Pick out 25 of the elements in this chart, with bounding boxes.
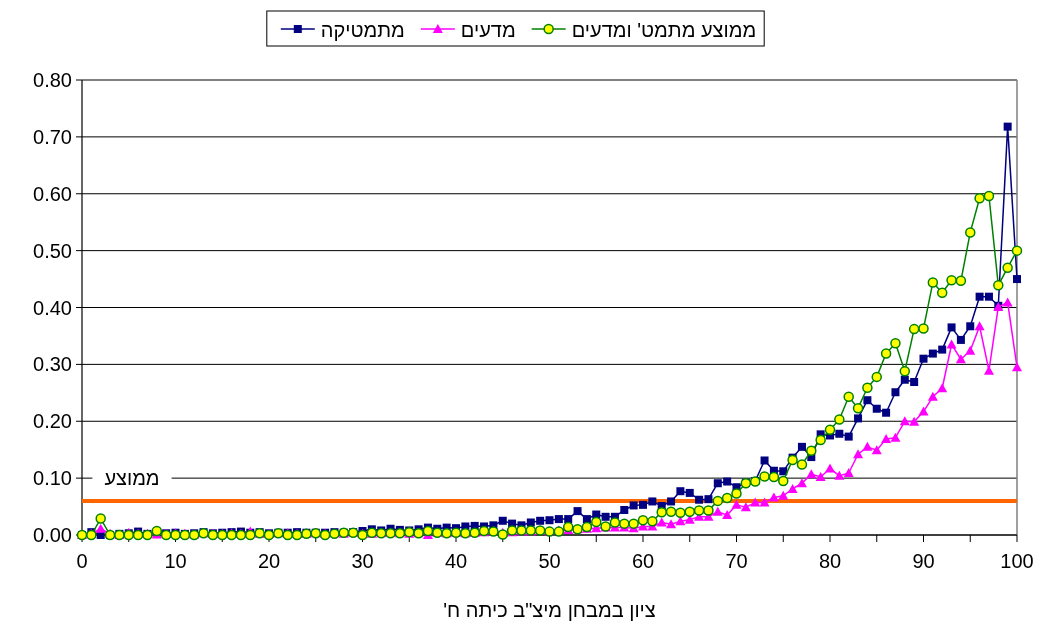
y-tick-label: 0.40 <box>33 296 72 319</box>
x-axis-title: ציון במבחן מיצ"ב כיתה ח' <box>443 599 656 621</box>
y-tick-label: 0.20 <box>33 410 72 433</box>
x-tick-label: 30 <box>351 550 374 572</box>
y-tick-label: 0.30 <box>33 353 72 376</box>
y-tick-label: 0.50 <box>33 239 72 262</box>
x-tick-label: 20 <box>257 550 281 572</box>
y-tick-label: 0.10 <box>33 467 72 490</box>
y-tick-label: 0.80 <box>33 69 72 91</box>
x-tick-label: 10 <box>164 550 187 572</box>
x-tick-label: 70 <box>725 550 748 572</box>
x-tick-label: 0 <box>76 550 88 572</box>
legend-label: ממוצע מתמט' ומדעים <box>571 19 757 41</box>
ref-line-label: ממוצע <box>104 466 160 489</box>
y-tick-label: 0.70 <box>33 125 72 148</box>
legend-label: מתמטיקה <box>320 19 405 41</box>
y-tick-label: 0.60 <box>33 182 72 205</box>
legend-label: מדעים <box>460 19 516 41</box>
x-tick-label: 90 <box>912 550 935 572</box>
y-tick-label: 0.00 <box>33 524 72 546</box>
x-tick-label: 80 <box>818 550 842 572</box>
x-tick-label: 60 <box>631 550 655 572</box>
x-tick-label: 50 <box>538 550 561 572</box>
x-tick-label: 100 <box>1000 550 1034 572</box>
x-tick-label: 40 <box>444 550 468 572</box>
